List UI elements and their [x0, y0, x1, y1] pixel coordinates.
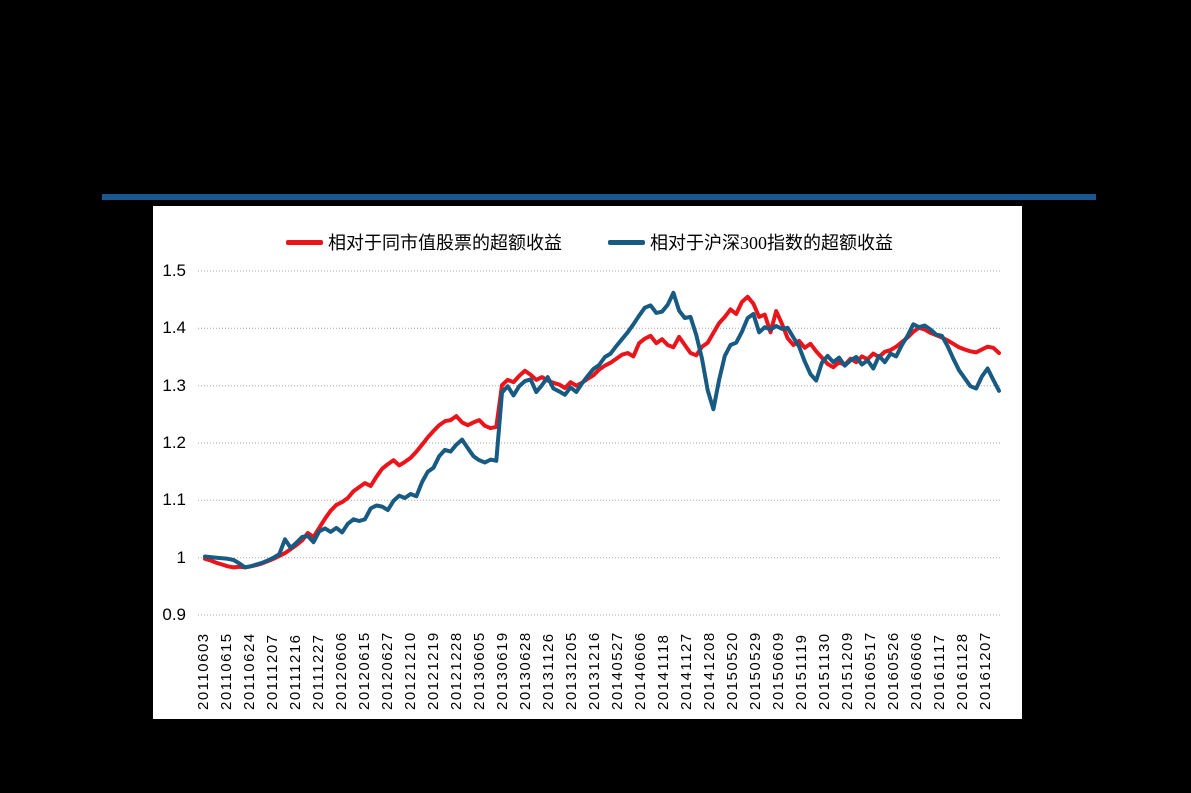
x-tick-label: 20130628	[517, 631, 534, 710]
x-tick-label: 20110624	[241, 632, 258, 710]
legend-label-vs-same-marketcap: 相对于同市值股票的超额收益	[328, 233, 562, 253]
x-tick-label: 20150609	[770, 631, 787, 710]
x-tick-label: 20161117	[931, 633, 948, 710]
legend-swatch-red-line	[286, 239, 323, 245]
x-tick-label: 20141118	[655, 633, 672, 710]
y-tick-label: 1.2	[162, 433, 186, 452]
y-tick-label: 1.4	[162, 318, 186, 338]
x-tick-label: 20121219	[425, 631, 442, 710]
x-tick-label: 20141127	[678, 632, 695, 710]
x-tick-label: 20111216	[287, 633, 304, 710]
top-rule-divider	[102, 194, 1096, 200]
x-tick-label: 20131205	[563, 631, 580, 710]
x-tick-label: 20151209	[839, 631, 856, 710]
x-tick-label: 20131126	[540, 632, 557, 710]
x-tick-label: 20120615	[356, 631, 373, 710]
y-tick-label: 0.9	[162, 605, 186, 624]
x-tick-label: 20121210	[402, 631, 419, 710]
x-tick-label: 20111207	[264, 633, 281, 710]
x-tick-label: 20131216	[586, 631, 603, 710]
x-tick-label: 20150529	[747, 631, 764, 710]
x-tick-label: 20130619	[494, 631, 511, 710]
x-tick-label: 20110603	[195, 632, 212, 710]
y-tick-label: 1.5	[162, 261, 186, 280]
legend-item-vs-same-marketcap: 相对于同市值股票的超额收益	[286, 230, 562, 254]
x-tick-label: 20140606	[632, 631, 649, 710]
y-tick-label: 1	[176, 547, 186, 567]
x-tick-label: 20110615	[218, 632, 235, 710]
x-tick-label: 20120627	[379, 631, 396, 710]
legend: 相对于同市值股票的超额收益 相对于沪深300指数的超额收益	[153, 230, 1022, 254]
y-tick-label: 1.1	[162, 490, 186, 510]
legend-item-vs-hs300: 相对于沪深300指数的超额收益	[608, 230, 893, 254]
x-tick-label: 20121228	[448, 631, 465, 710]
x-tick-label: 20111227	[310, 633, 327, 710]
x-tick-label: 20151130	[816, 632, 833, 710]
x-tick-label: 20151119	[793, 633, 810, 710]
x-tick-label: 20141208	[701, 631, 718, 710]
chart-panel: 相对于同市值股票的超额收益 相对于沪深300指数的超额收益 0.9 1 1.1 1.2…	[153, 206, 1022, 719]
x-tick-label: 20130605	[471, 631, 488, 710]
y-tick-label: 1.3	[162, 375, 186, 395]
x-tick-label: 20120606	[333, 631, 350, 710]
plot-area	[198, 270, 1001, 616]
legend-swatch-blue-line	[608, 239, 645, 245]
line-excess-vs-hs300	[203, 290, 1001, 570]
x-tick-label: 20150520	[724, 631, 741, 710]
x-tick-label: 20161128	[954, 632, 971, 710]
x-tick-label: 20161207	[977, 631, 994, 710]
x-tick-label: 20160517	[862, 631, 879, 710]
x-tick-label: 20160606	[908, 631, 925, 710]
x-tick-label: 20140527	[609, 631, 626, 710]
x-tick-label: 20160526	[885, 631, 902, 710]
legend-label-vs-hs300: 相对于沪深300指数的超额收益	[650, 233, 893, 253]
